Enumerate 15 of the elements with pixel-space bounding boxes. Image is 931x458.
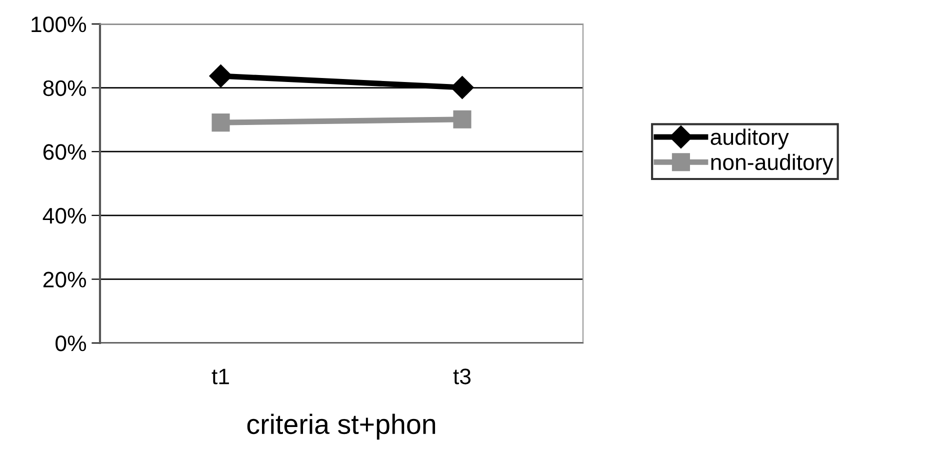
x-tick-label: t3 [453, 368, 471, 384]
point [450, 76, 474, 99]
y-tick-label: 40% [42, 208, 86, 224]
y-tick-label: 0% [56, 336, 86, 352]
y-tick-label: 60% [43, 144, 86, 160]
y-tick-label: 80% [43, 80, 86, 96]
point [212, 114, 230, 132]
point [453, 110, 472, 128]
legend-label: non-auditory [711, 154, 834, 175]
x-axis-title: criteria st+phon [247, 414, 436, 440]
y-tick-label: 100% [32, 16, 86, 32]
y-tick-label: 20% [43, 272, 86, 288]
point [209, 64, 232, 88]
legend-label: auditory [710, 128, 789, 150]
x-tick-label: t1 [212, 368, 229, 384]
